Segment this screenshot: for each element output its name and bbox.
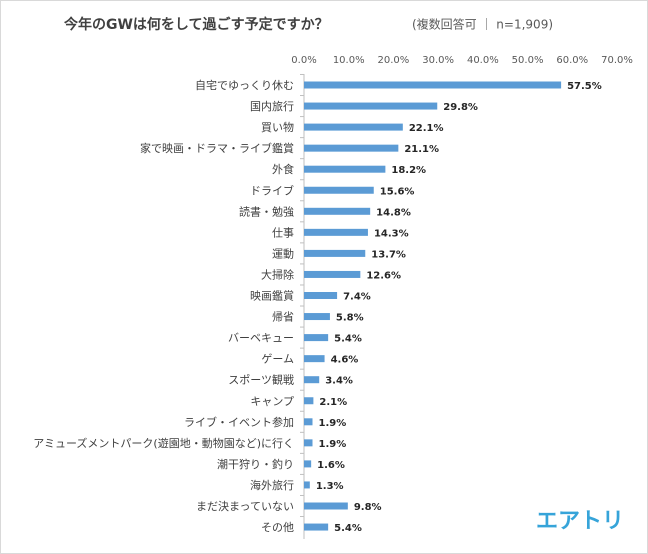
y-tick-label: バーベキュー	[228, 332, 294, 345]
bar	[304, 502, 348, 510]
bar	[304, 523, 329, 531]
value-label: 14.8%	[376, 207, 411, 218]
bar	[304, 460, 312, 468]
x-tick-label: 20.0%	[378, 55, 410, 66]
bar	[304, 439, 313, 447]
bar	[304, 292, 338, 299]
y-tick-label: まだ決まっていない	[196, 500, 294, 513]
value-label: 9.8%	[354, 502, 382, 513]
bar	[304, 270, 361, 278]
bar	[304, 249, 366, 257]
bar	[304, 313, 330, 321]
y-tick-label: 仕事	[272, 226, 294, 239]
bar	[304, 102, 438, 110]
value-label: 1.6%	[317, 460, 345, 471]
value-label: 18.2%	[391, 165, 426, 176]
x-tick-label: 70.0%	[601, 55, 633, 66]
value-label: 12.6%	[366, 270, 401, 281]
value-label: 3.4%	[325, 376, 353, 387]
y-tick-label: ライブ・イベント参加	[184, 415, 294, 429]
bar	[304, 481, 310, 489]
bar	[304, 334, 329, 342]
value-label: 5.8%	[336, 313, 364, 324]
y-tick-label: ドライブ	[250, 183, 294, 197]
y-tick-label: 読書・勉強	[239, 204, 294, 218]
value-label: 5.4%	[334, 334, 362, 345]
y-tick-label: 映画鑑賞	[250, 289, 294, 303]
value-label: 14.3%	[374, 228, 409, 239]
y-tick-label: キャンプ	[250, 395, 294, 408]
y-tick-label: 帰省	[272, 311, 294, 324]
bar	[304, 397, 314, 405]
x-tick-label: 40.0%	[467, 55, 499, 66]
chart-subtitle: (複数回答可 ｜ n=1,909)	[412, 17, 553, 32]
chart-title: 今年のGWは何をして過ごす予定ですか？	[63, 16, 329, 33]
y-tick-label: 外食	[272, 162, 294, 176]
y-tick-label: 大掃除	[261, 267, 294, 281]
value-label: 1.3%	[316, 481, 344, 492]
value-label: 7.4%	[343, 292, 371, 303]
value-label: 15.6%	[380, 186, 415, 197]
value-label: 21.1%	[404, 144, 439, 155]
x-tick-label: 30.0%	[422, 55, 454, 66]
y-tick-label: 自宅でゆっくり休む	[195, 78, 294, 92]
x-tick-label: 0.0%	[291, 55, 316, 66]
y-tick-label: アミューズメントパーク(遊園地・動物園など)に行く	[33, 436, 294, 450]
bar	[304, 186, 374, 194]
y-tick-label: スポーツ観戦	[228, 373, 294, 387]
y-tick-label: 家で映画・ドラマ・ライブ鑑賞	[140, 141, 294, 155]
y-tick-label: 運動	[272, 246, 294, 260]
y-tick-label: 潮干狩り・釣り	[217, 457, 294, 471]
y-tick-label: その他	[261, 521, 294, 534]
value-label: 13.7%	[371, 249, 406, 260]
bar	[304, 418, 313, 426]
value-label: 57.5%	[567, 81, 602, 92]
bar	[304, 207, 371, 215]
x-tick-label: 60.0%	[556, 55, 588, 66]
value-label: 29.8%	[443, 102, 478, 113]
x-tick-label: 50.0%	[512, 55, 544, 66]
y-tick-label: ゲーム	[261, 353, 294, 366]
value-label: 1.9%	[318, 439, 346, 450]
y-tick-label: 買い物	[261, 120, 294, 134]
bar	[304, 376, 320, 384]
value-label: 5.4%	[334, 523, 362, 534]
bar	[304, 144, 399, 152]
y-tick-label: 海外旅行	[250, 478, 294, 492]
y-tick-label: 国内旅行	[250, 99, 294, 113]
bar	[304, 81, 562, 89]
bar	[304, 355, 325, 363]
bar	[304, 123, 403, 131]
value-label: 4.6%	[331, 355, 359, 366]
bar	[304, 165, 386, 173]
logo: エアトリ	[536, 509, 624, 534]
value-label: 1.9%	[318, 418, 346, 429]
value-label: 2.1%	[319, 397, 347, 408]
bar	[304, 228, 368, 236]
value-label: 22.1%	[409, 123, 444, 134]
x-tick-label: 10.0%	[333, 55, 365, 66]
